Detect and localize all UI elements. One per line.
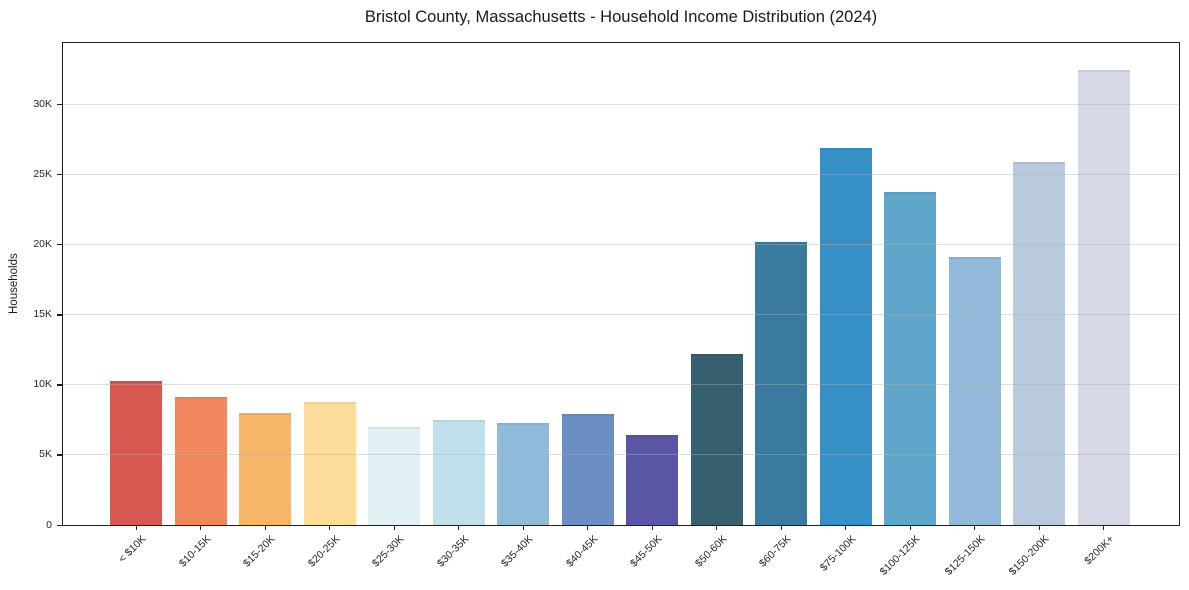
x-tick-label: $15-20K (240, 533, 278, 570)
y-tick-mark (57, 174, 62, 176)
y-tick-mark (57, 524, 62, 526)
y-tick-label: 0 (46, 518, 52, 531)
bar-2 (239, 413, 291, 525)
bar-1 (174, 397, 227, 525)
x-tick-label: $40-45K (563, 533, 600, 570)
y-tick-mark (57, 244, 62, 246)
x-tick-mark (651, 526, 653, 530)
x-tick-label: $75-100K (817, 533, 858, 574)
x-tick-label: $25-30K (369, 533, 407, 570)
x-tick-label: $10-15K (176, 533, 213, 570)
y-tick-label: 30K (33, 98, 52, 111)
y-tick-mark (57, 454, 62, 456)
bar-10 (755, 242, 807, 525)
bar-6 (497, 423, 549, 525)
x-tick-label: $200K+ (1081, 533, 1116, 568)
bar-5 (432, 420, 485, 525)
y-tick-mark (57, 314, 62, 316)
y-tick-label: 25K (33, 168, 52, 181)
x-tick-label: < $10K (116, 533, 149, 566)
x-tick-mark (909, 526, 911, 530)
x-tick-mark (458, 526, 460, 530)
x-tick-mark (329, 526, 331, 530)
x-tick-mark (587, 526, 589, 530)
x-tick-label: $30-35K (434, 533, 471, 570)
y-tick-label: 15K (33, 308, 52, 321)
bar-0 (110, 381, 162, 525)
chart-title: Bristol County, Massachusetts - Househol… (364, 8, 878, 26)
x-tick-mark (200, 526, 202, 530)
y-tick-label: 10K (33, 378, 52, 391)
x-tick-mark (1038, 526, 1040, 530)
x-tick-mark (1103, 526, 1105, 530)
bars-layer (63, 43, 1179, 525)
bar-12 (884, 192, 936, 525)
bar-8 (626, 435, 678, 525)
x-tick-label: $125-150K (942, 533, 987, 578)
x-tick-label: $100-125K (877, 533, 923, 578)
x-tick-label: $150-200K (1006, 533, 1052, 578)
x-tick-label: $50-60K (692, 533, 729, 570)
bar-9 (690, 354, 743, 525)
bar-3 (303, 402, 356, 525)
x-tick-label: $45-50K (627, 533, 665, 570)
bar-11 (819, 148, 872, 525)
x-tick-mark (716, 526, 718, 530)
x-tick-label: $35-40K (498, 533, 536, 570)
bar-13 (948, 257, 1001, 525)
x-tick-label: $60-75K (756, 533, 794, 570)
y-tick-mark (57, 384, 62, 386)
x-tick-mark (135, 526, 137, 530)
y-tick-label: 20K (33, 238, 52, 251)
bar-14 (1013, 162, 1065, 525)
bar-7 (561, 414, 614, 525)
bar-15 (1077, 70, 1130, 525)
bar-4 (368, 427, 420, 525)
plot-area (62, 42, 1180, 526)
x-tick-mark (522, 526, 524, 530)
x-tick-mark (845, 526, 847, 530)
y-tick-label: 5K (39, 448, 52, 461)
x-tick-label: $20-25K (305, 533, 342, 570)
x-tick-mark (974, 526, 976, 530)
x-tick-mark (780, 526, 782, 530)
x-tick-mark (264, 526, 266, 530)
y-tick-mark (57, 104, 62, 106)
x-tick-mark (393, 526, 395, 530)
